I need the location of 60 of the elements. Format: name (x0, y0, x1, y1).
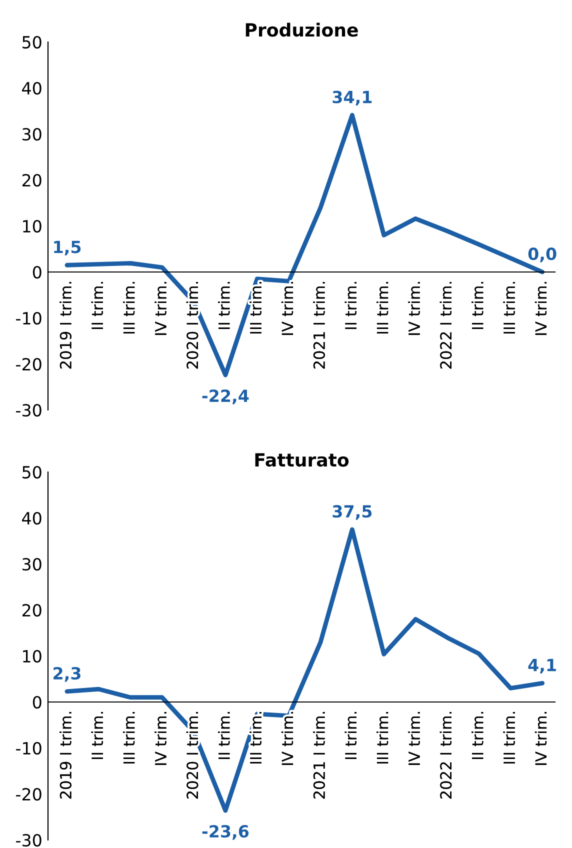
data-label: 2,3 (54, 666, 80, 682)
y-tick-label: 30 (22, 128, 42, 141)
x-tick-label: IV trim. (534, 712, 547, 765)
x-tick-label: II trim. (218, 712, 230, 759)
data-label: 4,1 (528, 658, 556, 674)
data-label: -23,6 (202, 825, 249, 840)
y-tick-label: 30 (22, 558, 42, 571)
x-tick-label: III trim. (250, 282, 262, 334)
y-tick-label: 50 (22, 466, 42, 479)
x-tick-label: 2021 I trim. (313, 282, 325, 369)
x-tick-label: III trim. (250, 712, 262, 764)
x-tick-label: 2020 I trim. (186, 282, 198, 369)
data-label: 37,5 (332, 505, 372, 520)
y-tick-label: 20 (22, 604, 42, 617)
x-tick-label: III trim. (122, 712, 135, 764)
y-tick-label: -30 (16, 834, 42, 847)
x-tick-label: II trim. (344, 282, 356, 329)
x-tick-label: 2022 I trim. (440, 712, 452, 799)
x-tick-label: II trim. (472, 282, 484, 329)
x-tick-label: III trim. (122, 282, 135, 334)
y-tick-label: 10 (23, 650, 42, 663)
x-tick-label: III trim. (503, 282, 515, 334)
data-label: 1,5 (54, 240, 81, 256)
x-tick-label: IV trim. (281, 712, 294, 765)
x-tick-label: III trim. (376, 282, 388, 334)
data-label: -22,4 (202, 389, 249, 404)
x-tick-label: IV trim. (408, 282, 420, 335)
x-tick-label: IV trim. (408, 712, 420, 765)
y-tick-label: 0 (32, 266, 42, 279)
data-label: 34,1 (332, 90, 372, 106)
y-tick-label: -20 (16, 788, 42, 801)
x-tick-label: III trim. (503, 712, 515, 764)
y-tick-label: -20 (16, 358, 42, 371)
y-tick-label: 40 (22, 82, 42, 95)
y-tick-label: -30 (16, 404, 42, 417)
y-tick-label: -10 (16, 742, 42, 755)
x-tick-label: II trim. (91, 282, 103, 329)
x-tick-label: 2020 I trim. (186, 712, 198, 799)
x-tick-label: IV trim. (154, 282, 166, 335)
x-tick-label: II trim. (218, 282, 230, 329)
y-tick-label: 20 (22, 174, 42, 187)
x-tick-label: 2019 I trim. (60, 282, 72, 369)
chart-title: Fatturato (255, 453, 349, 467)
x-tick-label: IV trim. (281, 282, 294, 335)
data-label: 0,0 (528, 248, 556, 262)
y-tick-label: 10 (23, 220, 42, 233)
y-tick-label: -10 (16, 312, 42, 325)
x-tick-label: IV trim. (154, 712, 166, 765)
y-tick-label: 50 (22, 36, 42, 49)
x-tick-label: 2022 I trim. (440, 282, 452, 369)
x-tick-label: IV trim. (534, 282, 547, 335)
y-tick-label: 0 (32, 696, 42, 709)
chart-title: Produzione (246, 22, 358, 37)
x-tick-label: II trim. (91, 712, 103, 759)
y-tick-label: 40 (22, 512, 42, 525)
x-tick-label: 2021 I trim. (313, 712, 325, 799)
x-tick-label: II trim. (344, 712, 356, 759)
x-tick-label: 2019 I trim. (60, 712, 72, 799)
x-tick-label: III trim. (376, 712, 388, 764)
x-tick-label: II trim. (472, 712, 484, 759)
